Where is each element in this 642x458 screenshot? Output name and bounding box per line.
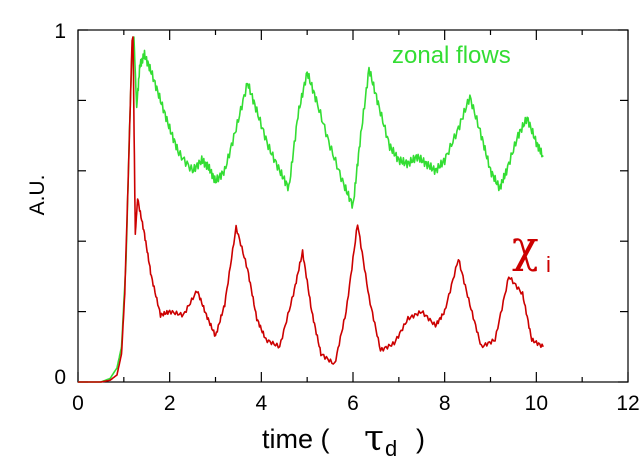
x-tick-label: 0 [72,392,84,415]
x-tick-label: 12 [616,392,639,415]
tau-subscript: d [385,436,397,458]
tau-symbol: τ [364,418,384,458]
x-tick-label: 8 [439,392,451,415]
y-axis-label: A.U. [26,175,49,216]
series-line-chi-i [78,36,544,383]
x-tick-label: 6 [347,392,359,415]
axis-tick-labels: 0 2 4 6 8 10 12 0 1 [54,20,639,415]
x-tick-label: 2 [164,392,176,415]
y-tick-label: 1 [54,20,66,43]
x-axis-label-suffix: ) [416,424,425,454]
series-line-zonal-flows [78,36,544,383]
series-lines [78,36,544,383]
x-axis-label: time ( τ d ) [262,418,425,458]
series-label-zonal-flows: zonal flows [392,42,511,69]
x-tick-label: 4 [255,392,267,415]
axis-ticks [77,29,629,383]
series-label-chi-symbol: χ [512,222,539,273]
series-label-chi: χ i [512,222,551,277]
x-axis-label-prefix: time ( [262,424,330,454]
x-tick-label: 10 [525,392,548,415]
y-tick-label: 0 [54,366,66,389]
series-label-chi-subscript: i [546,252,551,277]
plot-area: 0 2 4 6 8 10 12 0 1 [54,20,639,415]
